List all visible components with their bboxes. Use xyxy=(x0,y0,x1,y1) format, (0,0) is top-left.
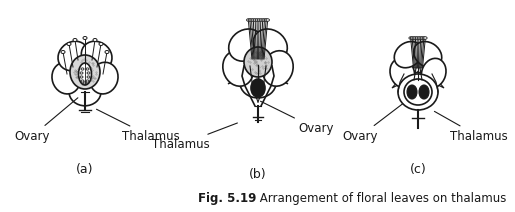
Text: Ovary: Ovary xyxy=(14,98,78,143)
Ellipse shape xyxy=(251,79,265,97)
Ellipse shape xyxy=(93,39,97,42)
Ellipse shape xyxy=(61,50,65,53)
Ellipse shape xyxy=(403,73,433,96)
Ellipse shape xyxy=(81,80,84,82)
Ellipse shape xyxy=(244,47,272,77)
Ellipse shape xyxy=(398,74,438,110)
Ellipse shape xyxy=(80,46,90,53)
Polygon shape xyxy=(263,67,276,87)
Ellipse shape xyxy=(416,37,419,39)
Ellipse shape xyxy=(259,19,263,21)
Ellipse shape xyxy=(419,85,429,99)
Ellipse shape xyxy=(404,79,432,105)
Ellipse shape xyxy=(421,37,424,39)
Text: Fig. 5.19: Fig. 5.19 xyxy=(198,192,256,205)
Ellipse shape xyxy=(99,42,103,46)
Ellipse shape xyxy=(422,37,425,39)
Ellipse shape xyxy=(67,42,71,46)
Polygon shape xyxy=(253,66,263,88)
Ellipse shape xyxy=(409,37,413,39)
Ellipse shape xyxy=(414,37,417,39)
Ellipse shape xyxy=(223,51,253,86)
Ellipse shape xyxy=(229,29,263,61)
Ellipse shape xyxy=(394,42,422,68)
Ellipse shape xyxy=(83,82,87,84)
Ellipse shape xyxy=(78,63,92,85)
Ellipse shape xyxy=(93,86,102,94)
Ellipse shape xyxy=(253,19,257,21)
Ellipse shape xyxy=(87,76,90,78)
Polygon shape xyxy=(392,74,406,88)
Polygon shape xyxy=(430,74,444,88)
Ellipse shape xyxy=(105,50,109,53)
Ellipse shape xyxy=(424,37,427,39)
Polygon shape xyxy=(402,72,413,90)
Ellipse shape xyxy=(390,58,415,88)
Polygon shape xyxy=(423,72,434,90)
Ellipse shape xyxy=(80,72,83,74)
Text: Thalamus: Thalamus xyxy=(435,111,508,143)
Polygon shape xyxy=(414,71,422,91)
Ellipse shape xyxy=(419,37,422,39)
Ellipse shape xyxy=(250,19,253,21)
Ellipse shape xyxy=(255,19,259,21)
Text: (b): (b) xyxy=(249,168,267,181)
Ellipse shape xyxy=(257,19,261,21)
Ellipse shape xyxy=(247,19,250,21)
Ellipse shape xyxy=(248,19,252,21)
Ellipse shape xyxy=(407,85,417,99)
Ellipse shape xyxy=(263,19,266,21)
Ellipse shape xyxy=(266,19,269,21)
Text: (a): (a) xyxy=(76,163,94,176)
Ellipse shape xyxy=(264,19,268,21)
Ellipse shape xyxy=(70,55,100,89)
Ellipse shape xyxy=(102,60,110,70)
Ellipse shape xyxy=(81,41,112,71)
Ellipse shape xyxy=(73,39,77,42)
Ellipse shape xyxy=(86,68,89,70)
Ellipse shape xyxy=(410,37,414,39)
Ellipse shape xyxy=(80,76,83,78)
Ellipse shape xyxy=(421,58,446,88)
Polygon shape xyxy=(228,70,245,84)
Ellipse shape xyxy=(87,72,90,74)
Ellipse shape xyxy=(69,78,101,106)
Polygon shape xyxy=(240,67,253,87)
Text: Ovary: Ovary xyxy=(261,101,334,135)
Ellipse shape xyxy=(263,51,293,86)
Text: Thalamus: Thalamus xyxy=(96,109,180,143)
Ellipse shape xyxy=(253,29,287,61)
Ellipse shape xyxy=(52,62,80,94)
Text: (c): (c) xyxy=(409,163,426,176)
Ellipse shape xyxy=(67,86,77,94)
Ellipse shape xyxy=(414,42,442,68)
Ellipse shape xyxy=(252,19,255,21)
Ellipse shape xyxy=(417,37,421,39)
Text: Arrangement of floral leaves on thalamus: Arrangement of floral leaves on thalamus xyxy=(256,192,506,205)
Ellipse shape xyxy=(81,68,84,70)
Ellipse shape xyxy=(86,80,89,82)
Ellipse shape xyxy=(240,68,276,98)
Ellipse shape xyxy=(412,37,416,39)
Ellipse shape xyxy=(90,62,118,94)
Ellipse shape xyxy=(83,36,87,39)
Ellipse shape xyxy=(60,60,68,70)
Ellipse shape xyxy=(58,41,89,71)
Polygon shape xyxy=(271,70,288,84)
Text: Ovary: Ovary xyxy=(342,104,403,143)
Ellipse shape xyxy=(261,19,264,21)
Text: Thalamus: Thalamus xyxy=(152,123,237,151)
